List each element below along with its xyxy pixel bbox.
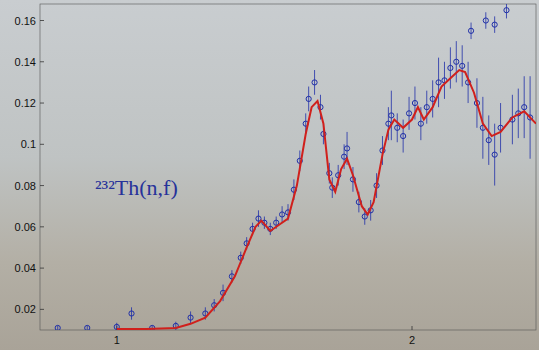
y-tick [40,309,44,310]
data-point [389,113,394,118]
error-bar [488,115,489,165]
y-tick [40,20,44,21]
data-point [362,214,367,219]
y-tick-label: 0.16 [15,15,36,27]
error-bar [494,16,495,33]
y-tick [40,185,44,186]
x-tick-label: 1 [114,334,120,346]
data-point [522,105,527,110]
y-tick-label: 0.1 [21,138,36,150]
data-point [448,65,453,70]
error-bar [270,223,271,235]
data-point [406,111,411,116]
error-bar [403,120,404,153]
data-point [55,325,60,330]
data-point [312,80,317,85]
data-point [395,125,400,130]
error-bar [444,62,445,99]
data-point [418,121,423,126]
data-point [460,63,465,68]
error-bar [494,124,495,186]
error-bar [397,113,398,142]
error-bar [426,91,427,124]
data-point [401,133,406,138]
error-bar [57,326,58,330]
error-bar [391,91,392,141]
data-point [412,100,417,105]
data-point [279,212,284,217]
x-tick-label: 2 [409,334,415,346]
data-point [468,28,473,33]
y-tick [40,103,44,104]
error-bar [456,41,457,82]
annotation: ²³²Th(n,f) [95,175,178,200]
y-tick-label: 0.02 [15,303,36,315]
plot-area [55,4,536,330]
y-tick [40,268,44,269]
data-point [454,59,459,64]
y-tick [40,61,44,62]
data-point [344,146,349,151]
data-point [341,154,346,159]
x-tick [412,326,413,330]
y-tick-label: 0.04 [15,262,36,274]
data-point [492,152,497,157]
plot-frame [40,4,536,330]
error-bar [512,95,513,145]
data-point [188,315,193,320]
error-bar [450,47,451,88]
error-bar [190,311,191,323]
data-point [483,18,488,23]
error-bar [500,103,501,153]
y-tick [40,226,44,227]
error-bar [282,206,283,223]
y-tick-label: 0.08 [15,180,36,192]
error-bar [482,97,483,159]
y-tick [40,144,44,145]
data-point [504,8,509,13]
y-tick-label: 0.12 [15,97,36,109]
error-bar [432,80,433,117]
data-point [486,138,491,143]
error-bar [471,23,472,40]
error-bar [87,326,88,330]
error-bar [524,76,525,138]
y-tick-label: 0.06 [15,221,36,233]
data-point [85,325,90,330]
data-point [424,105,429,110]
error-bar [131,307,132,319]
error-bar [438,58,439,108]
y-tick-label: 0.14 [15,56,36,68]
data-point [436,80,441,85]
error-bar [485,12,486,29]
error-bar [468,62,469,103]
data-point [129,311,134,316]
fit-line [117,70,536,329]
error-bar [314,70,315,95]
error-bar [506,4,507,18]
error-bar [308,87,309,112]
data-point [306,96,311,101]
error-bar [409,97,410,130]
error-bar [462,45,463,86]
data-point [492,22,497,27]
